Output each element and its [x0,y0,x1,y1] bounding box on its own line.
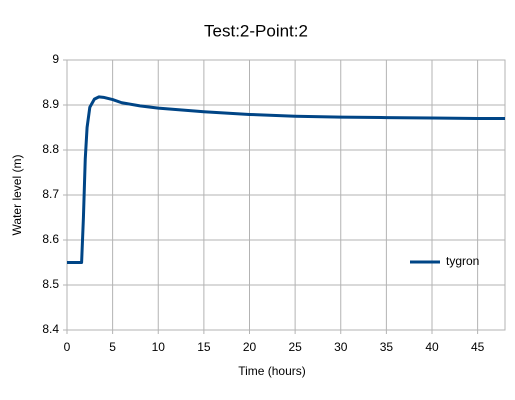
x-tick-label: 15 [197,340,211,354]
x-tick-label: 10 [152,340,166,354]
x-tick-label: 0 [64,340,71,354]
x-axis-label: Time (hours) [238,364,306,378]
chart-title: Test:2-Point:2 [204,21,308,40]
x-tick-label: 30 [334,340,348,354]
y-tick-label: 8.6 [42,232,59,246]
x-tick-label: 40 [425,340,439,354]
legend-label: tygron [446,254,479,268]
plot-frame [66,59,506,331]
y-tick-label: 9 [52,52,59,66]
y-axis-label: Water level (m) [10,155,24,236]
y-tick-label: 8.9 [42,97,59,111]
x-tick-label: 5 [109,340,116,354]
x-tick-label: 20 [243,340,257,354]
y-tick-label: 8.8 [42,142,59,156]
y-tick-label: 8.5 [42,277,59,291]
x-tick-label: 45 [471,340,485,354]
y-tick-label: 8.4 [42,322,59,336]
data-line [67,95,505,264]
y-tick-label: 8.7 [42,187,59,201]
x-tick-label: 35 [380,340,394,354]
x-tick-label: 25 [288,340,302,354]
